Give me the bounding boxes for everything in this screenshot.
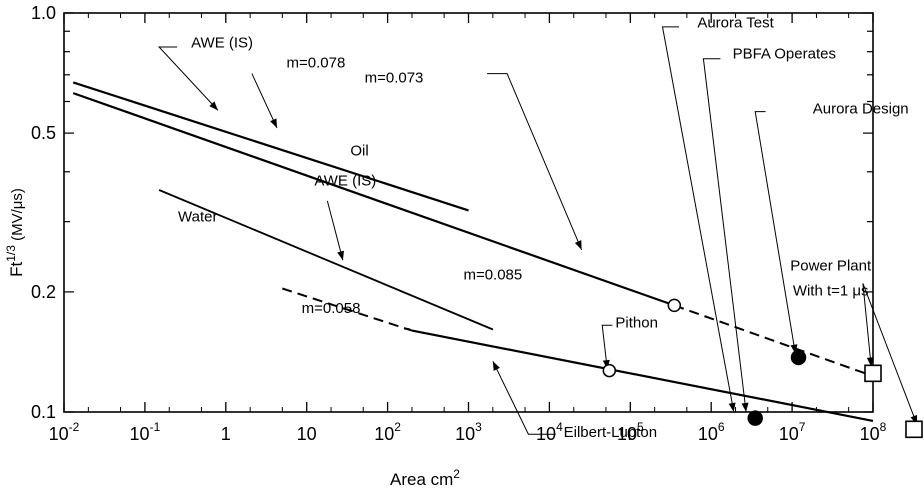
x-tick-label-base: 10 — [617, 424, 637, 444]
annotation-leader-1 — [157, 46, 219, 111]
annotation-label-6: PBFA Operates — [733, 45, 836, 62]
y-axis-title: Ft1/3 (MV/μs) — [4, 188, 26, 277]
x-tick-label-exp: -2 — [69, 420, 80, 434]
x-tick-label: 102 — [374, 420, 401, 444]
annotation-labels: AWE (IS) m=0.078 Oil m=0.073 Aurora Test PBFA… — [178, 14, 909, 441]
marker-open-square — [864, 364, 882, 383]
annotation-arrowhead — [492, 361, 500, 371]
annotation-arrowhead — [574, 240, 582, 250]
y-axis-title-base: Ft — [7, 261, 26, 276]
x-tick-label: 105 — [617, 420, 644, 444]
annotation-leader-4 — [487, 73, 583, 250]
x-tick-label-base: 1 — [221, 424, 231, 444]
marker-open-square — [905, 420, 923, 439]
annotation-arrowhead — [866, 357, 874, 367]
x-tick-label-exp: 3 — [475, 420, 482, 434]
annotation-leader-8 — [326, 200, 344, 261]
x-axis-title-sup: 2 — [453, 467, 460, 481]
annotation-label-10: m=0.085 — [463, 266, 522, 283]
x-tick-label: 10-1 — [130, 420, 161, 444]
y-axis-title-sup: 1/3 — [4, 245, 18, 262]
series-line-3 — [673, 304, 874, 378]
data-markers — [602, 298, 923, 439]
annotation-leader-13 — [492, 361, 556, 435]
x-tick-label: 107 — [779, 420, 806, 444]
x-tick-label: 10 — [297, 424, 317, 444]
annotation-leader-12 — [601, 324, 613, 370]
x-tick-label-base: 10 — [297, 424, 317, 444]
annotation-label-2: m=0.078 — [287, 55, 346, 72]
annotation-label-9: Water — [178, 209, 217, 226]
annotation-label-13: Eilbert-Lupton — [564, 424, 657, 441]
annotation-label-7: Aurora Design — [813, 100, 909, 117]
series-lines — [72, 81, 874, 422]
x-tick-label-base: 10 — [536, 424, 556, 444]
annotation-leader-6 — [702, 58, 747, 413]
series-line-2 — [72, 92, 675, 307]
annotation-arrowhead — [209, 101, 218, 111]
x-tick-label: 108 — [860, 420, 887, 444]
x-tick-label-exp: 2 — [394, 420, 401, 434]
series-line-6 — [281, 287, 413, 332]
annotation-leader-15 — [862, 283, 872, 367]
x-tick-label-exp: -1 — [150, 420, 161, 434]
x-tick-label: 104 — [536, 420, 563, 444]
annotation-arrowhead — [741, 402, 749, 412]
annotation-leader-2 — [251, 73, 278, 129]
y-tick-label: 0.5 — [31, 123, 56, 143]
annotation-label-3: Oil — [350, 142, 368, 159]
annotation-leader-5 — [661, 26, 735, 413]
marker-filled-circle — [790, 349, 807, 366]
annotation-label-15: With t=1 μs — [793, 282, 869, 299]
y-tick-label: 0.1 — [31, 402, 56, 422]
annotation-label-12: Pithon — [615, 314, 658, 331]
annotation-label-5: Aurora Test — [697, 14, 774, 31]
x-tick-label-exp: 7 — [799, 420, 806, 434]
tick-labels: 10-2 10-1 1 10 102 103 104 105 106 107 1080.10.20.… — [31, 3, 887, 444]
annotation-leaders — [157, 26, 918, 435]
x-tick-label-base: 10 — [49, 424, 69, 444]
x-tick-label-exp: 5 — [637, 420, 644, 434]
x-tick-label: 103 — [455, 420, 482, 444]
x-tick-label: 10-2 — [49, 420, 80, 444]
x-tick-label-base: 10 — [130, 424, 150, 444]
x-tick-label: 106 — [698, 420, 725, 444]
x-tick-label-base: 10 — [374, 424, 394, 444]
y-tick-label: 1.0 — [31, 3, 56, 23]
x-tick-label-exp: 6 — [718, 420, 725, 434]
x-tick-label: 1 — [221, 424, 231, 444]
y-tick-label: 0.2 — [31, 282, 56, 302]
annotation-arrowhead — [337, 250, 344, 261]
x-tick-label-exp: 8 — [880, 420, 887, 434]
dash-dot-segment — [403, 327, 411, 331]
marker-open-circle — [667, 298, 682, 313]
annotation-leader-7 — [754, 111, 796, 354]
annotation-arrowhead — [270, 118, 278, 128]
annotation-label-14: Power Plant — [790, 258, 872, 275]
x-tick-label-base: 10 — [860, 424, 880, 444]
x-tick-label-exp: 4 — [556, 420, 563, 434]
y-axis-title-rest: (MV/μs) — [9, 188, 26, 245]
series-line-1 — [72, 81, 469, 212]
marker-open-circle — [602, 363, 617, 378]
annotation-label-1: AWE (IS) — [191, 34, 253, 51]
series-line-4 — [158, 189, 494, 331]
plot-frame — [63, 12, 874, 413]
series-line-5 — [411, 329, 874, 422]
annotation-leader-16 — [862, 283, 918, 425]
annotation-label-8: AWE (IS) — [314, 172, 376, 189]
annotation-arrowhead — [728, 402, 736, 412]
x-tick-label-base: 10 — [698, 424, 718, 444]
x-axis-title: Area cm2 — [390, 467, 460, 489]
annotation-label-4: m=0.073 — [365, 69, 424, 86]
x-tick-label-base: 10 — [779, 424, 799, 444]
x-tick-label-base: 10 — [455, 424, 475, 444]
x-axis-title-base: Area cm — [390, 470, 453, 489]
marker-filled-circle — [747, 410, 763, 426]
annotation-label-11: m=0.058 — [302, 300, 361, 317]
